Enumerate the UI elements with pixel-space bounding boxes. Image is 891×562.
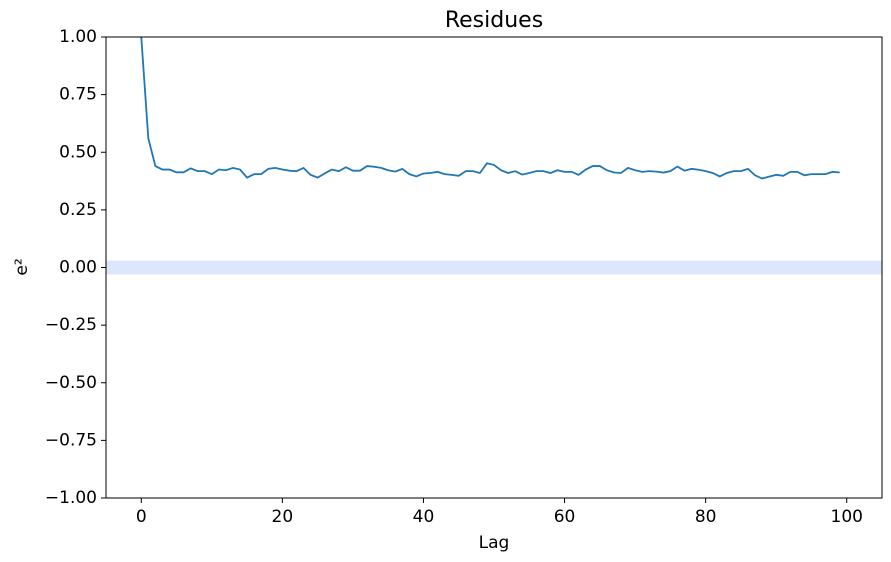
- y-tick-label: −0.50: [45, 373, 97, 393]
- y-tick-label: −0.75: [45, 430, 97, 450]
- y-tick-label: 0.50: [59, 142, 97, 162]
- chart-title: Residues: [445, 8, 543, 33]
- x-tick-label: 20: [272, 507, 294, 527]
- y-tick-label: −0.25: [45, 315, 97, 335]
- y-tick-label: 0.75: [59, 85, 97, 105]
- y-tick-label: 0.00: [59, 258, 97, 278]
- plot-frame: [105, 36, 883, 499]
- x-tick-label: 0: [136, 507, 147, 527]
- confidence-band: [106, 260, 882, 275]
- x-tick-label: 80: [695, 507, 717, 527]
- y-tick-label: −1.00: [45, 488, 97, 508]
- y-axis-label: e²: [12, 258, 32, 275]
- y-tick-label: 0.25: [59, 200, 97, 220]
- x-tick-label: 100: [831, 507, 863, 527]
- y-tick-label: 1.00: [59, 27, 97, 47]
- x-axis-label: Lag: [479, 533, 510, 553]
- series-line: [140, 37, 840, 180]
- x-tick-label: 40: [413, 507, 435, 527]
- x-tick-label: 60: [554, 507, 576, 527]
